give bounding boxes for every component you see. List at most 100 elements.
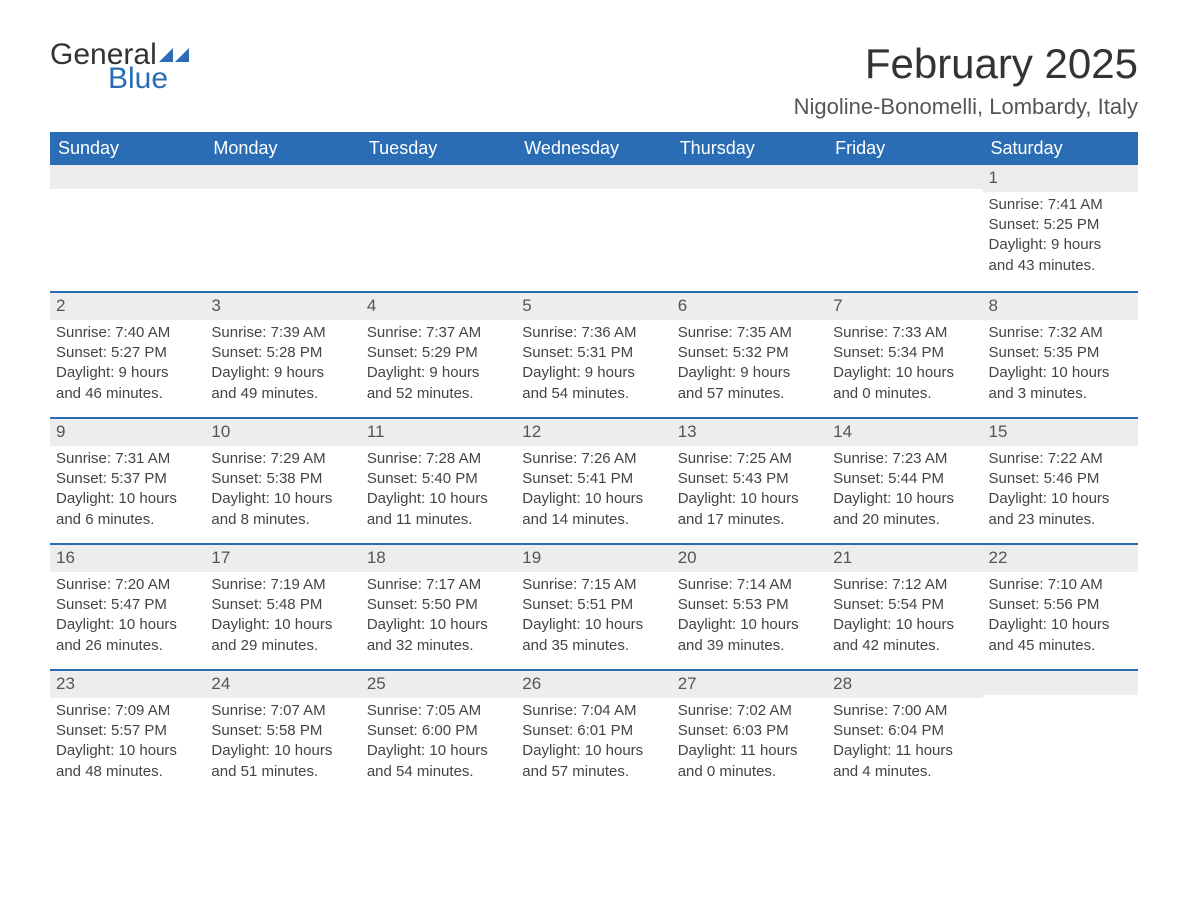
- day-number: [361, 165, 516, 189]
- day-cell: 13Sunrise: 7:25 AMSunset: 5:43 PMDayligh…: [672, 419, 827, 543]
- daylight-line: and 0 minutes.: [833, 384, 976, 404]
- daylight-line: and 42 minutes.: [833, 636, 976, 656]
- sunset-line: Sunset: 5:40 PM: [367, 469, 510, 489]
- weekday-header: Saturday: [983, 132, 1138, 165]
- daylight-line: and 0 minutes.: [678, 762, 821, 782]
- day-number: [205, 165, 360, 189]
- sunrise-line: Sunrise: 7:36 AM: [522, 323, 665, 343]
- day-body: Sunrise: 7:39 AMSunset: 5:28 PMDaylight:…: [205, 320, 360, 414]
- day-cell: 10Sunrise: 7:29 AMSunset: 5:38 PMDayligh…: [205, 419, 360, 543]
- daylight-line: Daylight: 10 hours: [56, 615, 199, 635]
- day-cell: 28Sunrise: 7:00 AMSunset: 6:04 PMDayligh…: [827, 671, 982, 795]
- sunset-line: Sunset: 5:28 PM: [211, 343, 354, 363]
- daylight-line: Daylight: 9 hours: [522, 363, 665, 383]
- sunrise-line: Sunrise: 7:10 AM: [989, 575, 1132, 595]
- daylight-line: Daylight: 10 hours: [56, 489, 199, 509]
- daylight-line: and 3 minutes.: [989, 384, 1132, 404]
- sunset-line: Sunset: 6:03 PM: [678, 721, 821, 741]
- day-number: [50, 165, 205, 189]
- day-number: [827, 165, 982, 189]
- sunrise-line: Sunrise: 7:32 AM: [989, 323, 1132, 343]
- daylight-line: and 8 minutes.: [211, 510, 354, 530]
- daylight-line: Daylight: 10 hours: [367, 489, 510, 509]
- day-number: 10: [205, 419, 360, 446]
- weekday-header: Monday: [205, 132, 360, 165]
- daylight-line: and 57 minutes.: [678, 384, 821, 404]
- day-cell: [672, 165, 827, 291]
- daylight-line: and 32 minutes.: [367, 636, 510, 656]
- sunrise-line: Sunrise: 7:39 AM: [211, 323, 354, 343]
- day-cell: [205, 165, 360, 291]
- header-block: General Blue February 2025 Nigoline-Bono…: [50, 40, 1138, 120]
- day-cell: 22Sunrise: 7:10 AMSunset: 5:56 PMDayligh…: [983, 545, 1138, 669]
- day-cell: 2Sunrise: 7:40 AMSunset: 5:27 PMDaylight…: [50, 293, 205, 417]
- sunset-line: Sunset: 5:51 PM: [522, 595, 665, 615]
- sunset-line: Sunset: 5:32 PM: [678, 343, 821, 363]
- weekday-header-row: SundayMondayTuesdayWednesdayThursdayFrid…: [50, 132, 1138, 165]
- daylight-line: Daylight: 10 hours: [678, 489, 821, 509]
- day-cell: 3Sunrise: 7:39 AMSunset: 5:28 PMDaylight…: [205, 293, 360, 417]
- daylight-line: Daylight: 10 hours: [211, 615, 354, 635]
- location-subtitle: Nigoline-Bonomelli, Lombardy, Italy: [794, 94, 1138, 120]
- sunset-line: Sunset: 6:01 PM: [522, 721, 665, 741]
- day-cell: [361, 165, 516, 291]
- daylight-line: Daylight: 10 hours: [522, 489, 665, 509]
- sunset-line: Sunset: 5:37 PM: [56, 469, 199, 489]
- daylight-line: and 29 minutes.: [211, 636, 354, 656]
- daylight-line: Daylight: 10 hours: [56, 741, 199, 761]
- daylight-line: Daylight: 10 hours: [522, 741, 665, 761]
- day-body: Sunrise: 7:37 AMSunset: 5:29 PMDaylight:…: [361, 320, 516, 414]
- day-cell: 18Sunrise: 7:17 AMSunset: 5:50 PMDayligh…: [361, 545, 516, 669]
- day-cell: 15Sunrise: 7:22 AMSunset: 5:46 PMDayligh…: [983, 419, 1138, 543]
- daylight-line: Daylight: 10 hours: [989, 363, 1132, 383]
- sunset-line: Sunset: 5:46 PM: [989, 469, 1132, 489]
- daylight-line: and 49 minutes.: [211, 384, 354, 404]
- week-row: 1Sunrise: 7:41 AMSunset: 5:25 PMDaylight…: [50, 165, 1138, 291]
- daylight-line: Daylight: 10 hours: [211, 489, 354, 509]
- daylight-line: and 20 minutes.: [833, 510, 976, 530]
- day-body: Sunrise: 7:32 AMSunset: 5:35 PMDaylight:…: [983, 320, 1138, 414]
- sunrise-line: Sunrise: 7:31 AM: [56, 449, 199, 469]
- sunset-line: Sunset: 5:38 PM: [211, 469, 354, 489]
- sunrise-line: Sunrise: 7:15 AM: [522, 575, 665, 595]
- logo: General Blue: [50, 40, 189, 94]
- day-number: [672, 165, 827, 189]
- sunset-line: Sunset: 5:41 PM: [522, 469, 665, 489]
- day-number: 25: [361, 671, 516, 698]
- day-body: Sunrise: 7:09 AMSunset: 5:57 PMDaylight:…: [50, 698, 205, 792]
- sunrise-line: Sunrise: 7:12 AM: [833, 575, 976, 595]
- day-body: Sunrise: 7:40 AMSunset: 5:27 PMDaylight:…: [50, 320, 205, 414]
- sunrise-line: Sunrise: 7:00 AM: [833, 701, 976, 721]
- day-cell: [516, 165, 671, 291]
- day-cell: 12Sunrise: 7:26 AMSunset: 5:41 PMDayligh…: [516, 419, 671, 543]
- sunset-line: Sunset: 6:04 PM: [833, 721, 976, 741]
- day-number: 3: [205, 293, 360, 320]
- day-body: Sunrise: 7:33 AMSunset: 5:34 PMDaylight:…: [827, 320, 982, 414]
- day-cell: 25Sunrise: 7:05 AMSunset: 6:00 PMDayligh…: [361, 671, 516, 795]
- daylight-line: and 54 minutes.: [522, 384, 665, 404]
- daylight-line: and 52 minutes.: [367, 384, 510, 404]
- daylight-line: and 54 minutes.: [367, 762, 510, 782]
- day-body: Sunrise: 7:23 AMSunset: 5:44 PMDaylight:…: [827, 446, 982, 540]
- day-number: 18: [361, 545, 516, 572]
- daylight-line: and 23 minutes.: [989, 510, 1132, 530]
- sunrise-line: Sunrise: 7:33 AM: [833, 323, 976, 343]
- weekday-header: Tuesday: [361, 132, 516, 165]
- daylight-line: and 48 minutes.: [56, 762, 199, 782]
- sunrise-line: Sunrise: 7:22 AM: [989, 449, 1132, 469]
- day-body: Sunrise: 7:05 AMSunset: 6:00 PMDaylight:…: [361, 698, 516, 792]
- day-cell: 20Sunrise: 7:14 AMSunset: 5:53 PMDayligh…: [672, 545, 827, 669]
- sunset-line: Sunset: 5:35 PM: [989, 343, 1132, 363]
- day-cell: 4Sunrise: 7:37 AMSunset: 5:29 PMDaylight…: [361, 293, 516, 417]
- daylight-line: and 51 minutes.: [211, 762, 354, 782]
- sunset-line: Sunset: 5:57 PM: [56, 721, 199, 741]
- day-cell: 8Sunrise: 7:32 AMSunset: 5:35 PMDaylight…: [983, 293, 1138, 417]
- day-body: Sunrise: 7:20 AMSunset: 5:47 PMDaylight:…: [50, 572, 205, 666]
- day-cell: [827, 165, 982, 291]
- sunset-line: Sunset: 5:47 PM: [56, 595, 199, 615]
- daylight-line: Daylight: 10 hours: [989, 615, 1132, 635]
- week-row: 16Sunrise: 7:20 AMSunset: 5:47 PMDayligh…: [50, 543, 1138, 669]
- daylight-line: Daylight: 10 hours: [989, 489, 1132, 509]
- daylight-line: Daylight: 10 hours: [833, 615, 976, 635]
- sunrise-line: Sunrise: 7:14 AM: [678, 575, 821, 595]
